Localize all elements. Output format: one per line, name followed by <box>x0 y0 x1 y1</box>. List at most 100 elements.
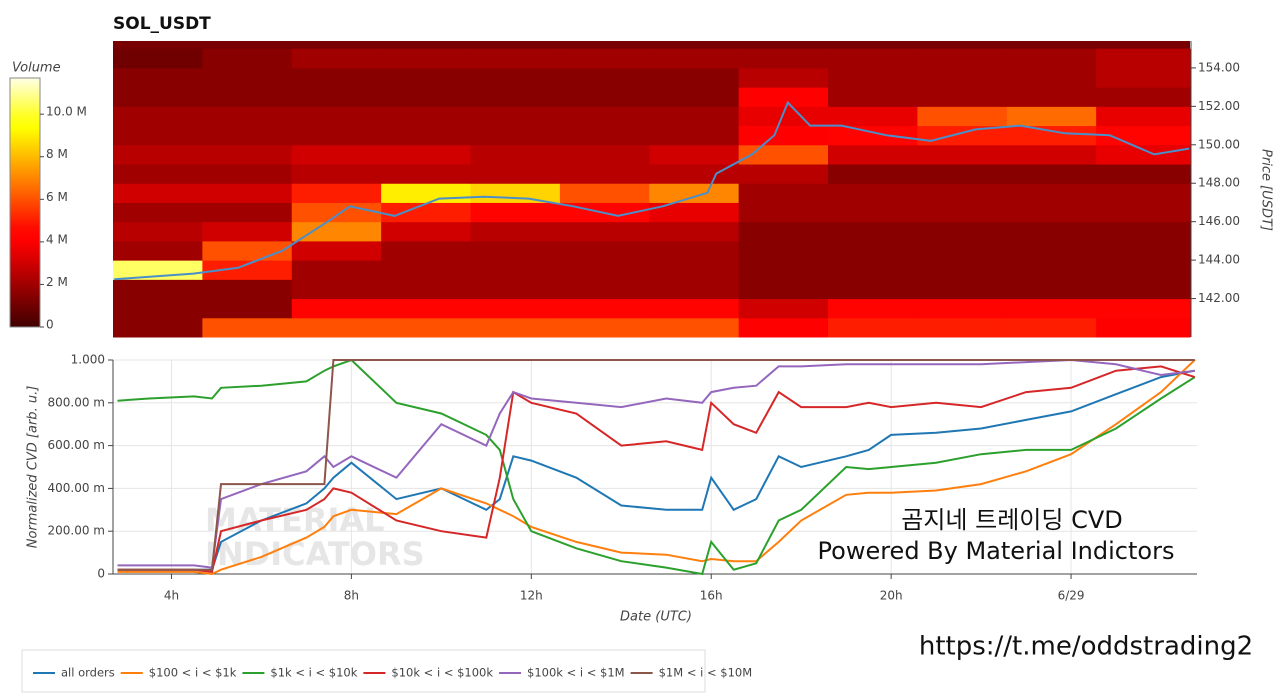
heat-cell <box>202 317 293 338</box>
price-line <box>114 100 1190 281</box>
legend-label: $100k < i < $1M <box>527 666 625 680</box>
heat-cell <box>559 279 650 300</box>
heat-cell <box>291 87 382 107</box>
heat-cell <box>470 106 561 127</box>
heat-cell <box>559 164 650 184</box>
heat-cell <box>1096 144 1191 165</box>
y-axis-label: Normalized CVD [arb. u.] <box>26 386 41 549</box>
heat-cell <box>1006 317 1097 338</box>
watermark: INDICATORS <box>205 535 425 573</box>
heat-cell <box>113 87 203 107</box>
heat-cell <box>1096 48 1191 69</box>
heat-cell <box>559 125 650 146</box>
heat-cell <box>738 260 829 280</box>
heat-cell <box>113 279 203 300</box>
heat-cell <box>1096 317 1191 338</box>
heat-cell <box>1096 240 1191 261</box>
heat-cell <box>113 106 203 127</box>
watermark: MATERIAL <box>205 501 385 539</box>
legend-label: all orders <box>61 666 115 680</box>
heat-cell <box>113 48 203 69</box>
heat-cell <box>738 183 829 203</box>
heat-cell <box>470 202 561 223</box>
heat-cell <box>559 106 650 127</box>
heat-cell <box>738 48 829 69</box>
heat-cell <box>381 317 472 338</box>
heat-cell <box>470 317 561 338</box>
heat-cell <box>917 67 1008 88</box>
heat-cell <box>291 298 382 319</box>
chart-title: SOL_USDT <box>113 14 211 34</box>
y-tick-label: 152.00 <box>1198 99 1240 113</box>
heat-cell <box>559 221 650 242</box>
heat-cell <box>202 260 293 280</box>
cvd-line <box>117 369 1195 571</box>
heat-cell <box>738 317 829 338</box>
heat-cell <box>828 202 918 223</box>
heat-cell <box>381 87 472 107</box>
heat-cell <box>738 67 829 88</box>
heat-cell <box>828 87 918 107</box>
heat-cell <box>917 125 1008 146</box>
heat-cell <box>828 106 918 127</box>
heat-cell <box>381 202 472 223</box>
heat-cell <box>202 240 293 261</box>
x-tick-label: 12h <box>520 589 543 603</box>
heat-cell <box>1006 164 1097 184</box>
heat-cell <box>1006 48 1097 69</box>
heat-cell <box>202 279 293 300</box>
heat-cell <box>381 183 472 203</box>
heat-cell <box>1006 202 1097 223</box>
x-tick-label: 20h <box>880 589 903 603</box>
heat-cell <box>738 202 829 223</box>
heat-cell <box>113 202 203 223</box>
heat-cell <box>828 279 918 300</box>
heat-cell <box>738 164 829 184</box>
heat-cell <box>381 106 472 127</box>
y-tick-label: 400.00 m <box>48 481 106 495</box>
heat-cell <box>738 87 829 107</box>
heat-cell <box>381 67 472 88</box>
heat-cell <box>649 260 740 280</box>
heat-cell <box>649 240 740 261</box>
heat-cell <box>559 260 650 280</box>
heat-cell <box>1006 279 1097 300</box>
heat-cell <box>828 125 918 146</box>
heat-cell <box>738 125 829 146</box>
colorbar-tick-label: 4 M <box>46 232 68 246</box>
heat-cell <box>649 221 740 242</box>
colorbar-label: Volume <box>12 61 61 76</box>
heat-cell <box>917 221 1008 242</box>
heat-cell <box>381 240 472 261</box>
y-tick-label: 600.00 m <box>48 438 106 452</box>
heat-cell <box>202 106 293 127</box>
heat-cell <box>470 221 561 242</box>
cvd-line <box>117 358 1196 576</box>
x-tick-label: 8h <box>344 589 359 603</box>
heat-cell <box>917 202 1008 223</box>
heat-cell <box>1006 260 1097 280</box>
heat-cell <box>291 164 382 184</box>
heat-cell <box>470 144 561 165</box>
footer-url: https://t.me/oddstrading2 <box>919 632 1253 662</box>
heat-cell <box>291 67 382 88</box>
heat-cell <box>202 183 293 203</box>
heat-cell <box>202 164 293 184</box>
cvd-line <box>117 359 1195 571</box>
x-tick-label: 16h <box>700 589 723 603</box>
heat-cell <box>291 279 382 300</box>
heat-cell <box>1006 183 1097 203</box>
heat-cell <box>1096 298 1191 319</box>
legend-label: $1M < i < $10M <box>659 666 753 680</box>
heat-cell <box>559 317 650 338</box>
legend-label: $1k < i < $10k <box>270 666 357 680</box>
heat-cell <box>381 125 472 146</box>
heat-cell <box>1096 260 1191 280</box>
heat-cell <box>828 48 918 69</box>
heat-cell <box>738 240 829 261</box>
heat-cell <box>559 183 650 203</box>
heat-cell <box>649 183 740 203</box>
y-tick-label: 144.00 <box>1198 253 1240 267</box>
x-axis-label: Date (UTC) <box>620 610 692 625</box>
